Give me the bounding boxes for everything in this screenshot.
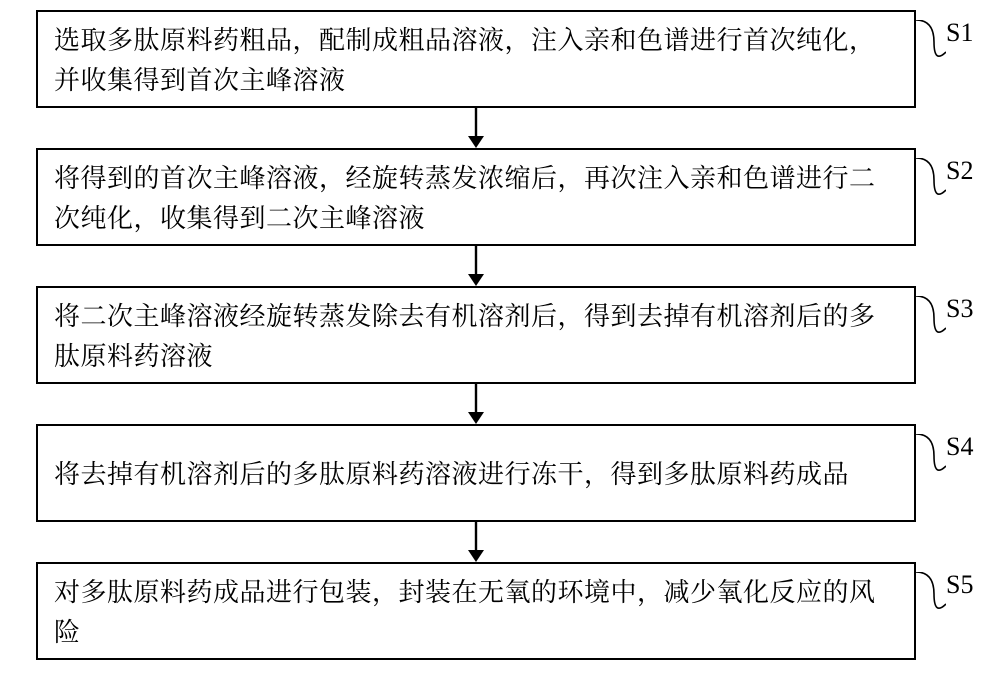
label-connector-s5 (916, 572, 946, 616)
flowchart-canvas: 选取多肽原料药粗品，配制成粗品溶液，注入亲和色谱进行首次纯化，并收集得到首次主峰… (0, 0, 1000, 692)
step-box-s4: 将去掉有机溶剂后的多肽原料药溶液进行冻干，得到多肽原料药成品 (36, 424, 916, 522)
arrow-s2-s3 (461, 246, 491, 286)
step-text-s4: 将去掉有机溶剂后的多肽原料药溶液进行冻干，得到多肽原料药成品 (54, 453, 849, 493)
arrow-s1-s2 (461, 108, 491, 148)
step-label-s4: S4 (946, 432, 973, 462)
step-text-s2: 将得到的首次主峰溶液，经旋转蒸发浓缩后，再次注入亲和色谱进行二次纯化，收集得到二… (54, 157, 898, 238)
step-box-s2: 将得到的首次主峰溶液，经旋转蒸发浓缩后，再次注入亲和色谱进行二次纯化，收集得到二… (36, 148, 916, 246)
step-text-s3: 将二次主峰溶液经旋转蒸发除去有机溶剂后，得到去掉有机溶剂后的多肽原料药溶液 (54, 295, 898, 376)
label-connector-s4 (916, 434, 946, 478)
step-box-s5: 对多肽原料药成品进行包装，封装在无氧的环境中，减少氧化反应的风险 (36, 562, 916, 660)
step-label-s3: S3 (946, 294, 973, 324)
step-text-s1: 选取多肽原料药粗品，配制成粗品溶液，注入亲和色谱进行首次纯化，并收集得到首次主峰… (54, 19, 898, 100)
step-label-s5: S5 (946, 570, 973, 600)
arrow-s3-s4 (461, 384, 491, 424)
step-box-s1: 选取多肽原料药粗品，配制成粗品溶液，注入亲和色谱进行首次纯化，并收集得到首次主峰… (36, 10, 916, 108)
step-text-s5: 对多肽原料药成品进行包装，封装在无氧的环境中，减少氧化反应的风险 (54, 571, 898, 652)
arrow-s4-s5 (461, 522, 491, 562)
step-box-s3: 将二次主峰溶液经旋转蒸发除去有机溶剂后，得到去掉有机溶剂后的多肽原料药溶液 (36, 286, 916, 384)
step-label-s2: S2 (946, 156, 973, 186)
label-connector-s1 (916, 20, 946, 64)
label-connector-s3 (916, 296, 946, 340)
label-connector-s2 (916, 158, 946, 202)
step-label-s1: S1 (946, 18, 973, 48)
